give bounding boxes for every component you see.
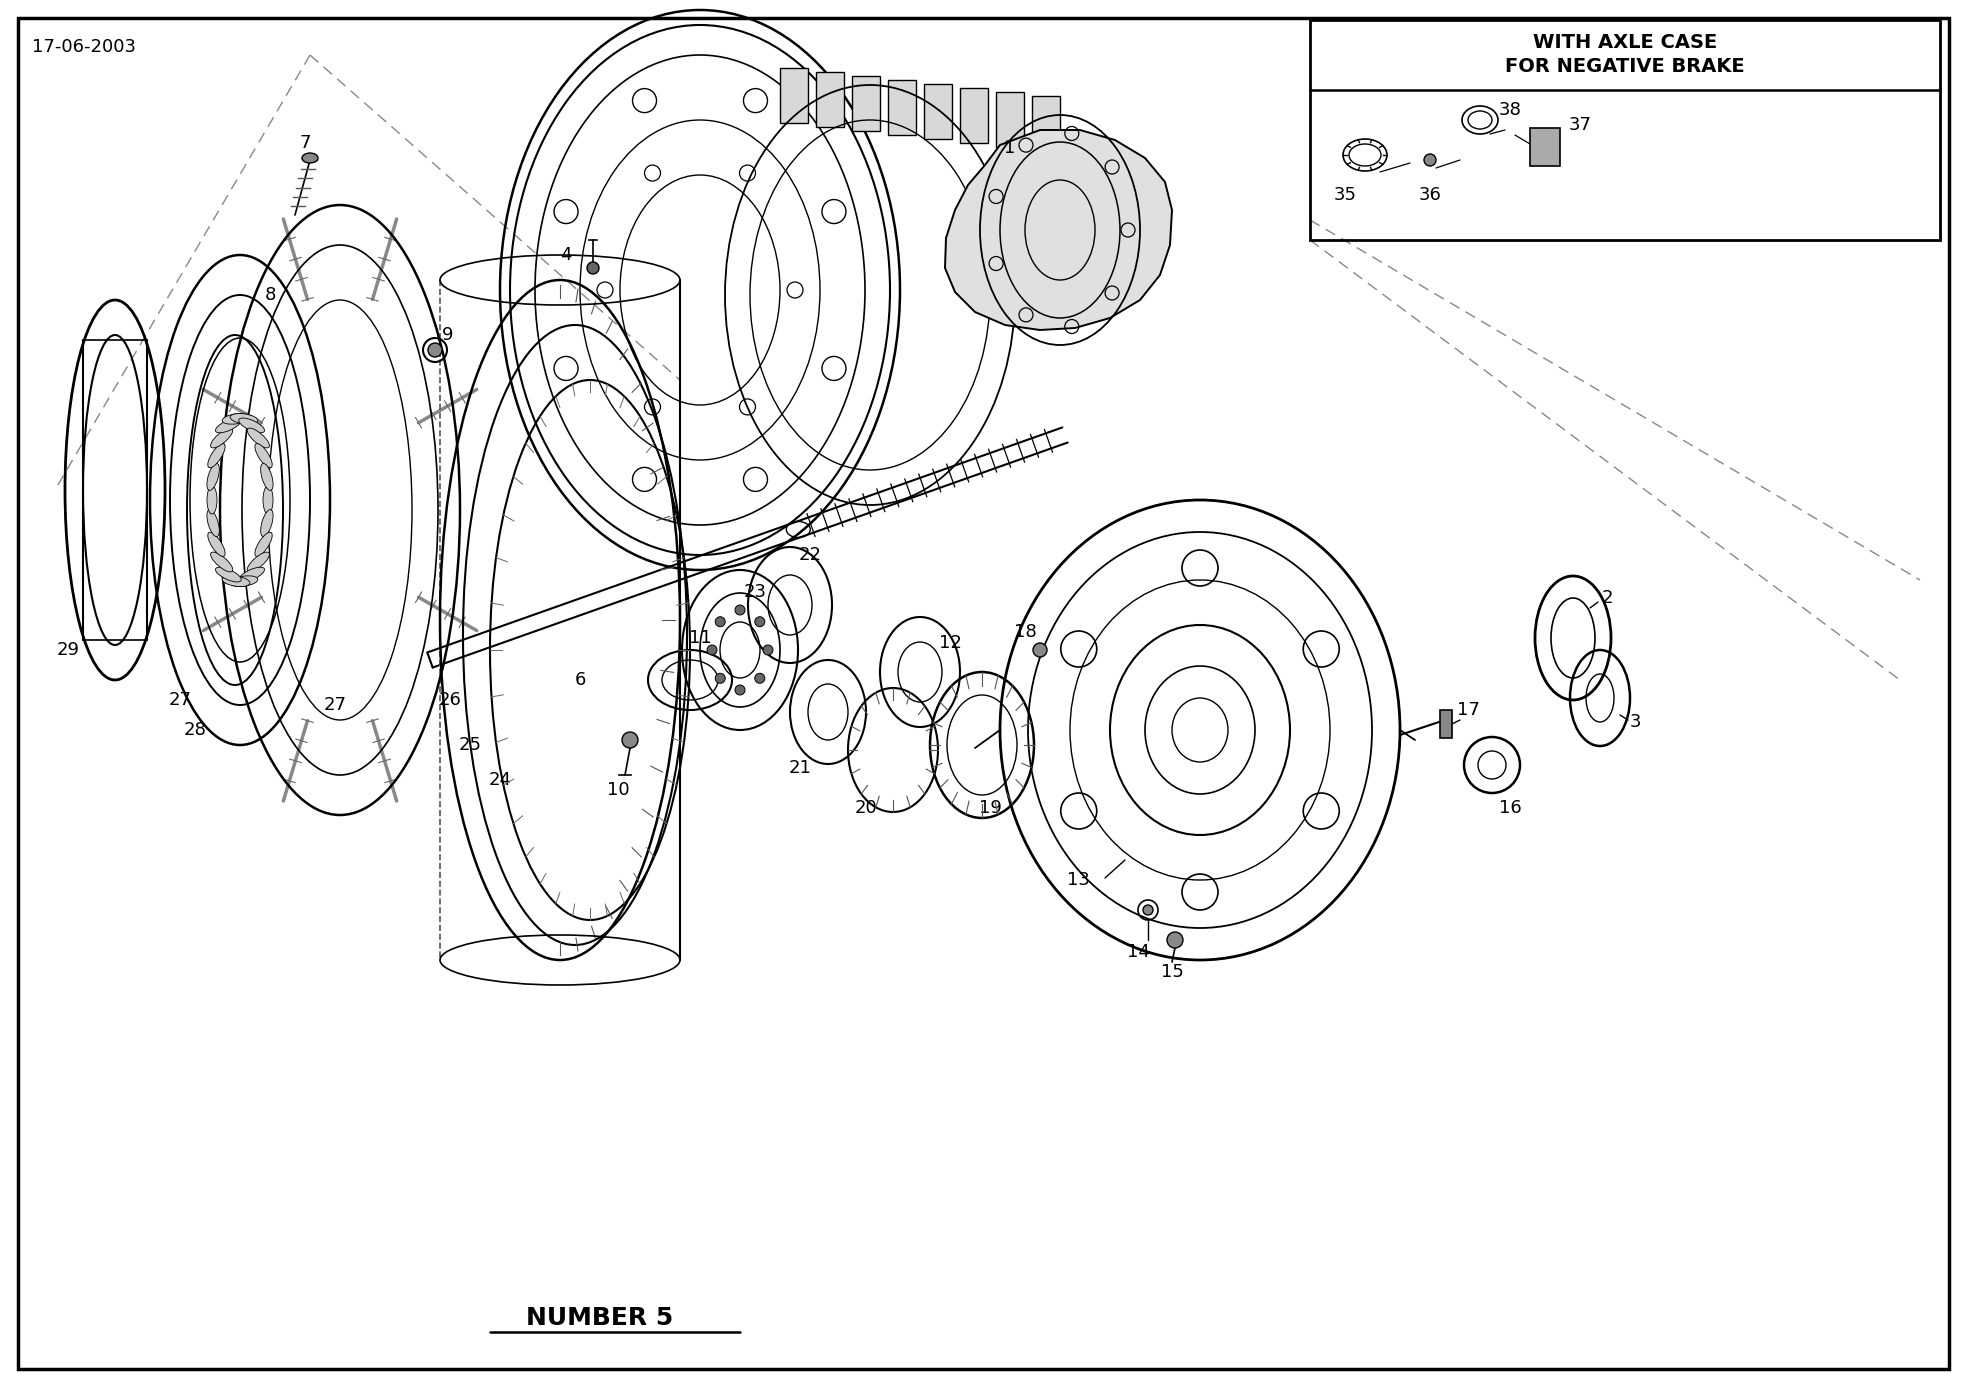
Ellipse shape <box>207 463 220 491</box>
Text: 7: 7 <box>299 135 311 153</box>
Bar <box>1440 710 1452 738</box>
Circle shape <box>755 673 765 684</box>
Bar <box>1033 96 1060 151</box>
Text: WITH AXLE CASE: WITH AXLE CASE <box>1532 32 1717 51</box>
Ellipse shape <box>222 576 250 587</box>
Ellipse shape <box>303 153 319 164</box>
Bar <box>852 76 879 130</box>
Ellipse shape <box>216 417 242 433</box>
Circle shape <box>622 732 637 748</box>
Ellipse shape <box>230 413 258 424</box>
Ellipse shape <box>262 509 273 537</box>
Circle shape <box>716 617 726 627</box>
Bar <box>995 92 1025 147</box>
Text: 27: 27 <box>323 696 346 714</box>
Ellipse shape <box>209 533 224 556</box>
Ellipse shape <box>238 417 264 433</box>
Text: 10: 10 <box>606 781 629 799</box>
Text: 4: 4 <box>561 245 572 264</box>
Text: NUMBER 5: NUMBER 5 <box>527 1307 673 1330</box>
Ellipse shape <box>207 509 220 537</box>
Ellipse shape <box>207 485 216 515</box>
Text: 35: 35 <box>1334 186 1357 204</box>
Text: 22: 22 <box>799 546 822 565</box>
Ellipse shape <box>209 444 224 467</box>
Ellipse shape <box>262 463 273 491</box>
Text: 16: 16 <box>1499 799 1520 817</box>
Circle shape <box>1143 904 1153 915</box>
Circle shape <box>736 685 745 695</box>
Text: 13: 13 <box>1066 871 1090 889</box>
Bar <box>960 87 987 143</box>
Text: 19: 19 <box>978 799 1001 817</box>
Bar <box>1530 128 1560 166</box>
Text: 17-06-2003: 17-06-2003 <box>31 37 136 55</box>
Ellipse shape <box>256 444 271 467</box>
Text: FOR NEGATIVE BRAKE: FOR NEGATIVE BRAKE <box>1505 57 1745 75</box>
Circle shape <box>1033 644 1046 657</box>
Polygon shape <box>944 130 1172 330</box>
Ellipse shape <box>248 552 269 571</box>
Text: 18: 18 <box>1013 623 1037 641</box>
Text: 27: 27 <box>169 691 191 709</box>
Circle shape <box>1166 932 1182 947</box>
Circle shape <box>706 645 718 655</box>
Text: 26: 26 <box>439 691 462 709</box>
Text: 9: 9 <box>443 326 454 344</box>
Circle shape <box>736 605 745 614</box>
Bar <box>924 85 952 139</box>
Bar <box>887 80 917 135</box>
Circle shape <box>586 262 600 275</box>
Text: 28: 28 <box>183 721 207 739</box>
Text: 20: 20 <box>854 799 877 817</box>
Circle shape <box>755 617 765 627</box>
Circle shape <box>1424 154 1436 166</box>
Text: 2: 2 <box>1601 589 1613 608</box>
Bar <box>781 68 808 123</box>
Text: 21: 21 <box>789 759 812 777</box>
Circle shape <box>763 645 773 655</box>
Ellipse shape <box>238 567 264 583</box>
Text: 38: 38 <box>1499 101 1520 119</box>
Text: 25: 25 <box>458 736 482 755</box>
Text: 23: 23 <box>744 583 767 601</box>
Ellipse shape <box>210 429 232 448</box>
Circle shape <box>716 673 726 684</box>
Text: 24: 24 <box>488 771 511 789</box>
Text: 36: 36 <box>1418 186 1442 204</box>
Text: 15: 15 <box>1161 963 1184 981</box>
Text: 17: 17 <box>1456 700 1479 718</box>
Text: 8: 8 <box>264 286 275 304</box>
Text: 12: 12 <box>938 634 962 652</box>
Ellipse shape <box>216 567 242 583</box>
Text: 37: 37 <box>1568 117 1591 135</box>
Ellipse shape <box>248 429 269 448</box>
Ellipse shape <box>230 576 258 587</box>
Ellipse shape <box>256 533 271 556</box>
Ellipse shape <box>264 485 273 515</box>
Bar <box>816 72 844 128</box>
Ellipse shape <box>222 413 250 424</box>
Text: 3: 3 <box>1629 713 1640 731</box>
Bar <box>1310 19 1939 240</box>
Text: 1: 1 <box>1005 139 1015 157</box>
Text: 14: 14 <box>1127 943 1149 961</box>
Text: 11: 11 <box>688 628 712 646</box>
Circle shape <box>429 343 443 356</box>
Ellipse shape <box>210 552 232 571</box>
Text: 29: 29 <box>57 641 79 659</box>
Text: 6: 6 <box>574 671 586 689</box>
